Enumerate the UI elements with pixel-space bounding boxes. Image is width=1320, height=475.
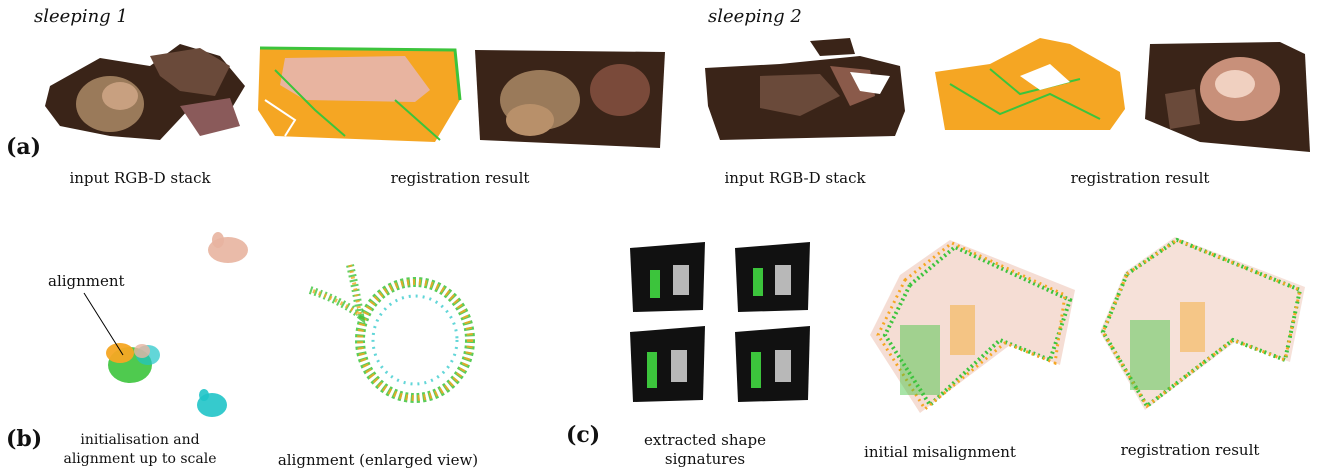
- caption-shape-signatures-line-1: extracted shape: [644, 431, 766, 449]
- caption-shape-signatures-line-2: signatures: [664, 450, 746, 468]
- title-sleeping-2: sleeping 2: [708, 6, 802, 27]
- rgbd-stack-image-right: [705, 38, 905, 140]
- caption-initialisation-line-1: initialisation and: [80, 432, 200, 448]
- aligned-cloud: [106, 343, 160, 383]
- shape-signatures-grid: [630, 242, 810, 402]
- registration-result-cloud: [1100, 237, 1305, 410]
- signature-3: [630, 326, 705, 402]
- signature-4: [735, 326, 810, 402]
- caption-input-rgbd-left: input RGB-D stack: [69, 169, 211, 187]
- panel-label-c: (c): [566, 422, 601, 448]
- registration-result-image-left-1: [258, 46, 462, 142]
- caption-registration-left: registration result: [390, 169, 530, 187]
- enlarged-alignment-view: [308, 264, 475, 403]
- salmon-bunny-cloud: [208, 232, 248, 263]
- caption-registration-right: registration result: [1070, 169, 1210, 187]
- title-sleeping-1: sleeping 1: [34, 6, 128, 27]
- registration-result-image-left-2: [475, 50, 665, 148]
- caption-registration-result-c: registration result: [1120, 441, 1260, 459]
- registration-result-image-right-1: [935, 38, 1125, 130]
- cyan-bunny-cloud: [197, 389, 227, 417]
- registration-result-image-right-2: [1145, 42, 1310, 152]
- label-alignment: alignment: [48, 272, 125, 290]
- panel-label-a: (a): [6, 134, 42, 160]
- caption-shape-signatures: extracted shape signatures: [615, 431, 795, 469]
- caption-initialisation: initialisation and alignment up to scale: [45, 431, 235, 469]
- caption-initialisation-line-2: alignment up to scale: [63, 451, 217, 467]
- caption-initial-misalignment: initial misalignment: [864, 443, 1016, 461]
- panel-label-b: (b): [6, 426, 43, 452]
- caption-enlarged-view: alignment (enlarged view): [277, 451, 479, 469]
- signature-2: [735, 242, 810, 312]
- alignment-pointer-line: [83, 292, 124, 356]
- rgbd-stack-image-left: [45, 44, 245, 140]
- initialisation-point-clouds: [83, 232, 248, 417]
- initial-misalignment-cloud: [870, 240, 1075, 413]
- signature-1: [630, 242, 705, 312]
- caption-input-rgbd-right: input RGB-D stack: [724, 169, 866, 187]
